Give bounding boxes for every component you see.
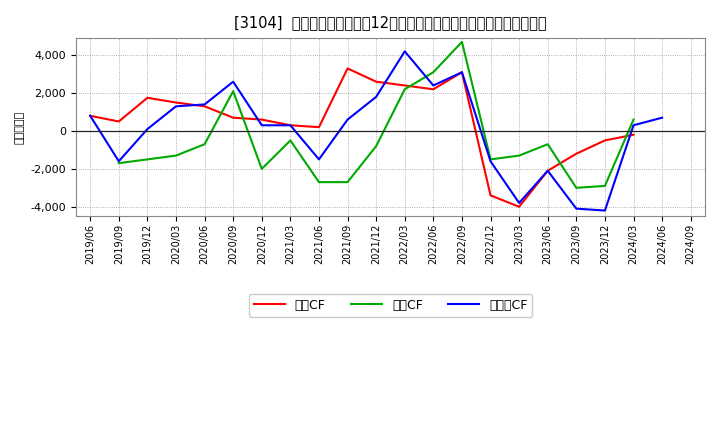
投資CF: [143, 157, 152, 162]
フリーCF: [486, 159, 495, 164]
営業CF: [143, 95, 152, 100]
投資CF: [572, 185, 580, 191]
営業CF: [343, 66, 352, 71]
投資CF: [429, 70, 438, 75]
営業CF: [486, 193, 495, 198]
営業CF: [515, 204, 523, 209]
Title: [3104]  キャッシュフローの12か月移動合計の対前年同期増減額の推移: [3104] キャッシュフローの12か月移動合計の対前年同期増減額の推移: [234, 15, 546, 30]
フリーCF: [286, 123, 294, 128]
営業CF: [544, 168, 552, 173]
投資CF: [229, 88, 238, 94]
投資CF: [372, 143, 380, 149]
フリーCF: [143, 126, 152, 132]
営業CF: [315, 125, 323, 130]
投資CF: [315, 180, 323, 185]
フリーCF: [629, 123, 638, 128]
投資CF: [343, 180, 352, 185]
投資CF: [544, 142, 552, 147]
Y-axis label: （百万円）: （百万円）: [15, 110, 25, 144]
フリーCF: [86, 113, 94, 118]
営業CF: [114, 119, 123, 124]
フリーCF: [458, 70, 467, 75]
フリーCF: [343, 117, 352, 122]
営業CF: [629, 132, 638, 137]
投資CF: [114, 161, 123, 166]
営業CF: [372, 79, 380, 84]
フリーCF: [258, 123, 266, 128]
フリーCF: [429, 83, 438, 88]
フリーCF: [658, 115, 667, 120]
フリーCF: [200, 102, 209, 107]
フリーCF: [515, 200, 523, 205]
フリーCF: [400, 49, 409, 54]
フリーCF: [315, 157, 323, 162]
投資CF: [600, 183, 609, 189]
Line: フリーCF: フリーCF: [90, 51, 662, 211]
営業CF: [400, 83, 409, 88]
投資CF: [171, 153, 180, 158]
営業CF: [600, 138, 609, 143]
Line: 投資CF: 投資CF: [119, 42, 634, 188]
フリーCF: [229, 79, 238, 84]
営業CF: [200, 104, 209, 109]
フリーCF: [544, 168, 552, 173]
営業CF: [258, 117, 266, 122]
Legend: 営業CF, 投資CF, フリーCF: 営業CF, 投資CF, フリーCF: [248, 294, 532, 317]
フリーCF: [114, 159, 123, 164]
フリーCF: [171, 104, 180, 109]
投資CF: [258, 166, 266, 172]
営業CF: [86, 113, 94, 118]
Line: 営業CF: 営業CF: [90, 69, 634, 207]
営業CF: [572, 151, 580, 156]
投資CF: [400, 87, 409, 92]
営業CF: [171, 100, 180, 105]
投資CF: [515, 153, 523, 158]
営業CF: [286, 123, 294, 128]
投資CF: [200, 142, 209, 147]
フリーCF: [572, 206, 580, 211]
営業CF: [429, 87, 438, 92]
投資CF: [486, 157, 495, 162]
投資CF: [629, 117, 638, 122]
投資CF: [458, 39, 467, 44]
営業CF: [458, 70, 467, 75]
投資CF: [286, 138, 294, 143]
営業CF: [229, 115, 238, 120]
フリーCF: [372, 94, 380, 99]
フリーCF: [600, 208, 609, 213]
